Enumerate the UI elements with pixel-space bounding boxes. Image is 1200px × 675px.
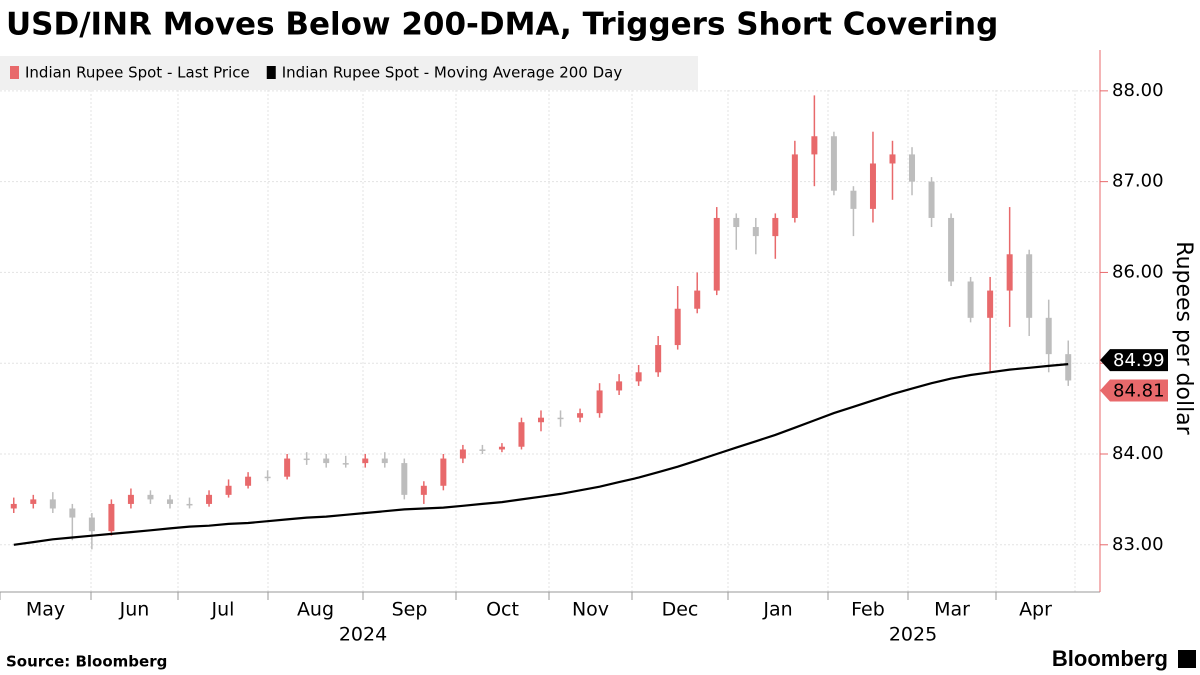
legend-label: Indian Rupee Spot - Last Price: [25, 64, 250, 82]
candle-body: [889, 154, 896, 164]
candle-body: [909, 154, 916, 182]
candle-body: [166, 499, 173, 504]
source: Source: Bloomberg: [6, 653, 167, 671]
last-value-tag: [1100, 379, 1168, 402]
y-axis-label: Rupees per dollar: [1171, 241, 1196, 435]
y-tick-label: 84.00: [1112, 443, 1164, 464]
candle-body: [323, 458, 330, 464]
candle-body: [381, 458, 388, 464]
moving-average-line: [13, 363, 1069, 546]
last-value-label: 84.81: [1113, 380, 1165, 401]
candle-body: [557, 417, 564, 420]
x-tick-label: Nov: [572, 599, 609, 621]
candle-body: [518, 422, 525, 447]
candle-body: [928, 181, 935, 218]
x-tick-label: Jul: [211, 599, 235, 621]
candle-body: [420, 485, 427, 495]
candle-body: [49, 499, 56, 509]
candle-body: [30, 499, 37, 504]
candle-body: [206, 494, 213, 504]
candle-body: [577, 413, 584, 418]
x-tick-label: Sep: [392, 599, 428, 621]
candle-body: [655, 345, 662, 373]
candle-body: [616, 381, 623, 391]
x-tick-label: Jan: [762, 599, 792, 621]
candle-body: [1065, 354, 1072, 381]
legend-box: [0, 56, 698, 90]
candle-body: [303, 458, 310, 461]
candle-body: [108, 503, 115, 532]
candle-body: [88, 517, 95, 532]
candle-body: [342, 463, 349, 465]
candle-body: [752, 227, 759, 237]
y-tick-label: 86.00: [1112, 261, 1164, 282]
candle-body: [733, 217, 740, 228]
candle-body: [245, 476, 252, 486]
x-tick-label: Feb: [851, 599, 885, 621]
y-tick-label: 83.00: [1112, 534, 1164, 555]
legend-swatch: [10, 66, 19, 79]
x-tick-label: Dec: [662, 599, 699, 621]
candle-body: [186, 503, 193, 506]
chart-title: USD/INR Moves Below 200-DMA, Triggers Sh…: [6, 7, 998, 43]
x-tick-label: Aug: [297, 599, 334, 621]
candle-body: [264, 476, 271, 479]
x-tick-label: Mar: [934, 599, 970, 621]
candle-body: [401, 463, 408, 495]
candle-body: [850, 190, 857, 209]
y-tick-label: 88.00: [1112, 80, 1164, 101]
candle-body: [948, 217, 955, 282]
candle-body: [127, 494, 134, 504]
candle-body: [987, 290, 994, 318]
candle-body: [498, 446, 505, 450]
candle-body: [538, 417, 544, 423]
candle-body: [791, 154, 798, 218]
candle-body: [869, 163, 876, 209]
x-tick-label: May: [26, 599, 65, 621]
last-value-label: 84.99: [1113, 350, 1165, 371]
candle-body: [1045, 317, 1052, 355]
year-label: 2025: [889, 624, 937, 646]
brand-icon: [1178, 650, 1196, 668]
candle-body: [479, 449, 486, 451]
candle-body: [1026, 254, 1033, 318]
candle-body: [674, 308, 681, 346]
x-tick-label: Apr: [1019, 599, 1052, 621]
candle-body: [225, 485, 232, 495]
x-tick-label: Jun: [119, 599, 150, 621]
candle-body: [284, 458, 291, 477]
candle-body: [694, 290, 701, 309]
candle-body: [967, 281, 974, 318]
y-tick-label: 87.00: [1112, 171, 1164, 192]
candle-body: [713, 217, 720, 291]
candle-body: [459, 449, 466, 459]
candle-body: [10, 503, 17, 509]
x-tick-label: Oct: [486, 599, 519, 621]
legend-swatch: [266, 66, 276, 79]
candle-body: [635, 372, 642, 382]
candle-body: [69, 508, 76, 518]
candle-body: [772, 217, 779, 237]
year-label: 2024: [339, 624, 387, 646]
candle-body: [811, 136, 818, 155]
candle-body: [830, 136, 837, 191]
candle-body: [147, 494, 154, 500]
last-value-tag: [1100, 349, 1168, 372]
candle-body: [1006, 254, 1013, 291]
candle-body: [440, 458, 447, 486]
candle-body: [362, 458, 369, 464]
brand: Bloomberg: [1052, 646, 1168, 671]
legend-label: Indian Rupee Spot - Moving Average 200 D…: [282, 64, 623, 82]
candle-body: [596, 390, 603, 414]
